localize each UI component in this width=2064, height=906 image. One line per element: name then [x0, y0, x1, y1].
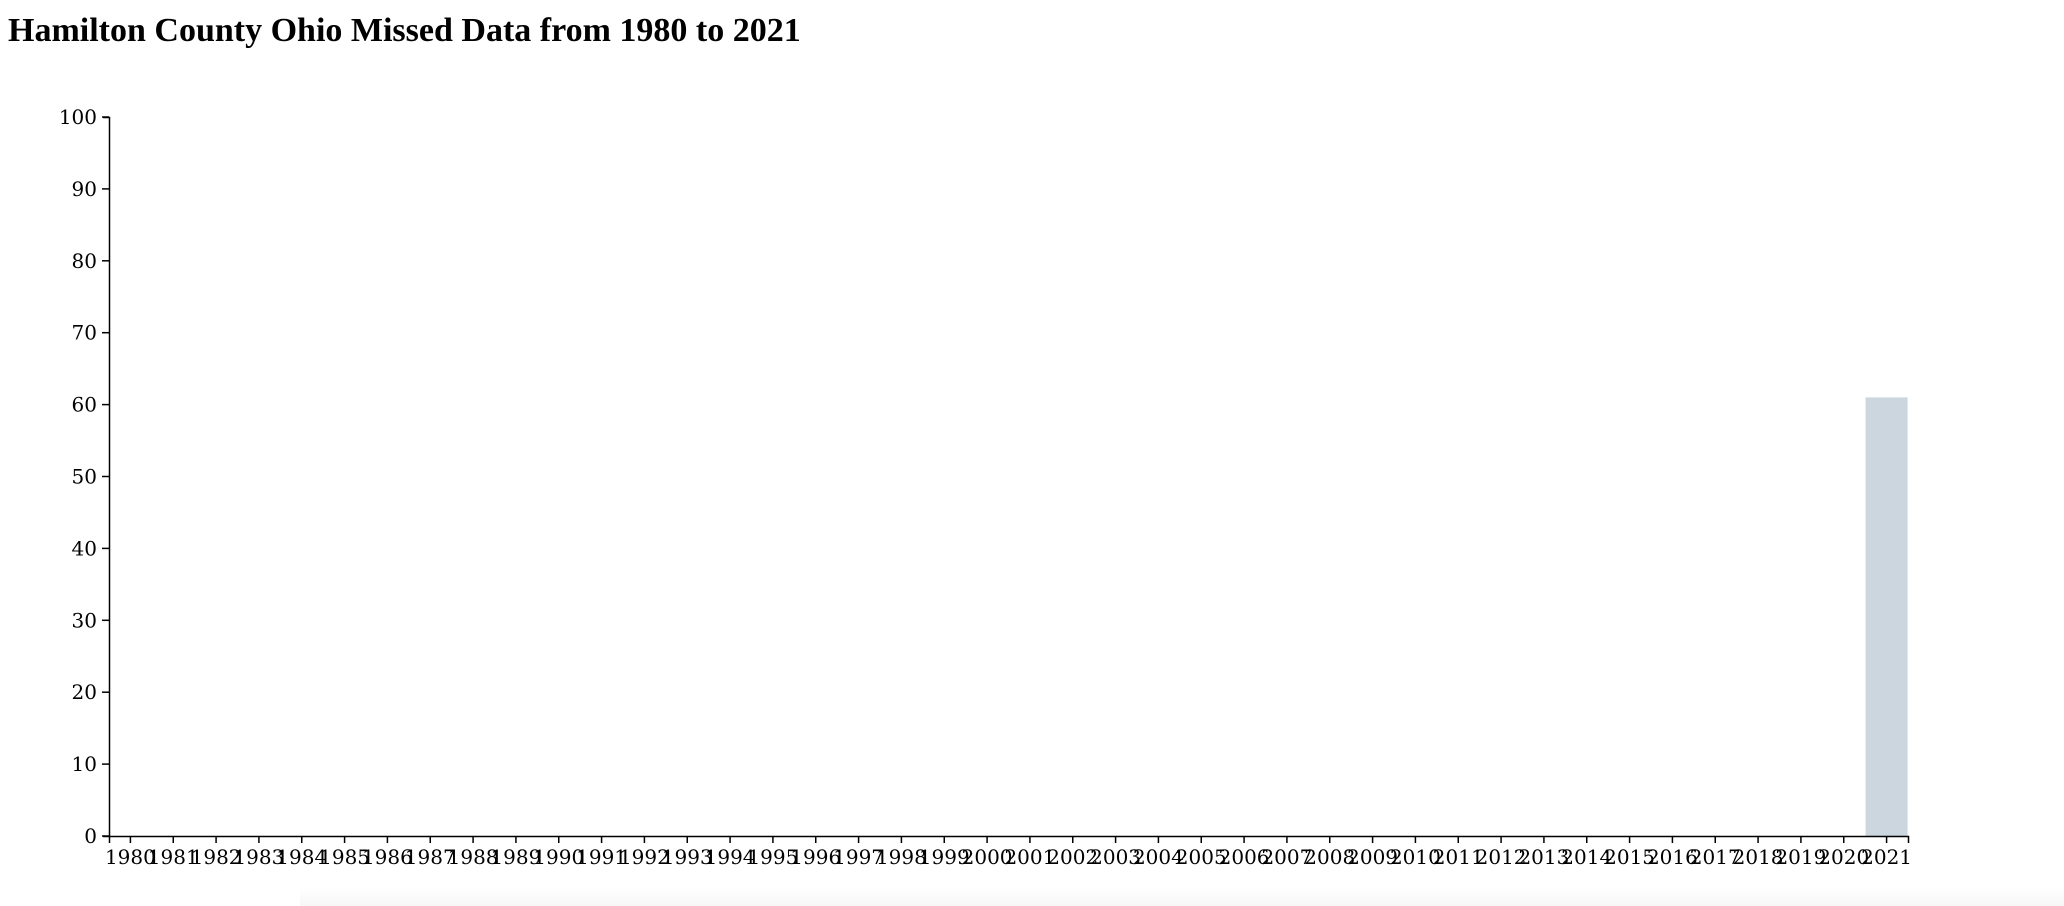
x-tick-label: 1996 — [790, 845, 841, 869]
x-tick-label: 2013 — [1518, 845, 1569, 869]
y-tick-label: 80 — [72, 249, 97, 273]
x-tick-label: 1999 — [919, 845, 970, 869]
y-tick-label: 0 — [84, 824, 97, 848]
x-tick-label: 2019 — [1775, 845, 1826, 869]
y-tick-label: 10 — [72, 752, 97, 776]
x-tick-label: 1994 — [705, 845, 756, 869]
x-tick-label: 2018 — [1733, 845, 1784, 869]
y-tick-label: 40 — [72, 536, 97, 560]
x-tick-label: 2021 — [1861, 845, 1912, 869]
x-tick-label: 1985 — [319, 845, 370, 869]
x-tick-label: 1995 — [747, 845, 798, 869]
x-tick-label: 1987 — [405, 845, 456, 869]
x-tick-label: 1984 — [276, 845, 327, 869]
x-tick-label: 1997 — [833, 845, 884, 869]
y-tick-label: 100 — [59, 105, 97, 129]
x-tick-label: 2020 — [1818, 845, 1869, 869]
x-tick-label: 2016 — [1647, 845, 1698, 869]
x-tick-label: 2000 — [962, 845, 1013, 869]
y-tick-label: 60 — [72, 393, 97, 417]
x-tick-label: 2005 — [1176, 845, 1227, 869]
y-tick-label: 20 — [72, 680, 97, 704]
x-tick-label: 1986 — [362, 845, 413, 869]
x-axis: 1980198119821983198419851986198719881989… — [105, 835, 1912, 869]
x-tick-label: 1989 — [490, 845, 541, 869]
x-tick-label: 2007 — [1261, 845, 1312, 869]
x-tick-label: 1981 — [148, 845, 199, 869]
x-tick-label: 1990 — [533, 845, 584, 869]
y-tick-label: 70 — [72, 321, 97, 345]
x-tick-label: 1988 — [448, 845, 499, 869]
x-tick-label: 1992 — [619, 845, 670, 869]
y-tick-label: 50 — [72, 465, 97, 489]
x-tick-label: 2017 — [1690, 845, 1741, 869]
x-tick-label: 1998 — [876, 845, 927, 869]
y-axis: 0 10 20 30 40 50 60 70 80 90 100 — [59, 105, 111, 848]
x-tick-label: 2010 — [1390, 845, 1441, 869]
x-tick-label: 2001 — [1004, 845, 1055, 869]
x-tick-label: 2009 — [1347, 845, 1398, 869]
chart-title: Hamilton County Ohio Missed Data from 19… — [8, 12, 801, 49]
bar-2021 — [1865, 397, 1908, 836]
x-tick-label: 2011 — [1433, 845, 1484, 869]
x-tick-label: 2004 — [1133, 845, 1184, 869]
bars-layer — [1865, 397, 1908, 836]
x-tick-label: 2014 — [1561, 845, 1612, 869]
x-tick-label: 1983 — [233, 845, 284, 869]
x-tick-label: 2012 — [1476, 845, 1527, 869]
x-tick-label: 1993 — [662, 845, 713, 869]
x-tick-label: 2015 — [1604, 845, 1655, 869]
x-tick-label: 2008 — [1304, 845, 1355, 869]
y-tick-label: 90 — [72, 177, 97, 201]
x-tick-label: 1991 — [576, 845, 627, 869]
x-tick-label: 1982 — [191, 845, 242, 869]
x-tick-label: 2002 — [1047, 845, 1098, 869]
y-tick-label: 30 — [72, 608, 97, 632]
x-axis-line — [108, 835, 1910, 843]
x-tick-label: 1980 — [105, 845, 156, 869]
x-tick-label: 2006 — [1219, 845, 1270, 869]
x-tick-label: 2003 — [1090, 845, 1141, 869]
